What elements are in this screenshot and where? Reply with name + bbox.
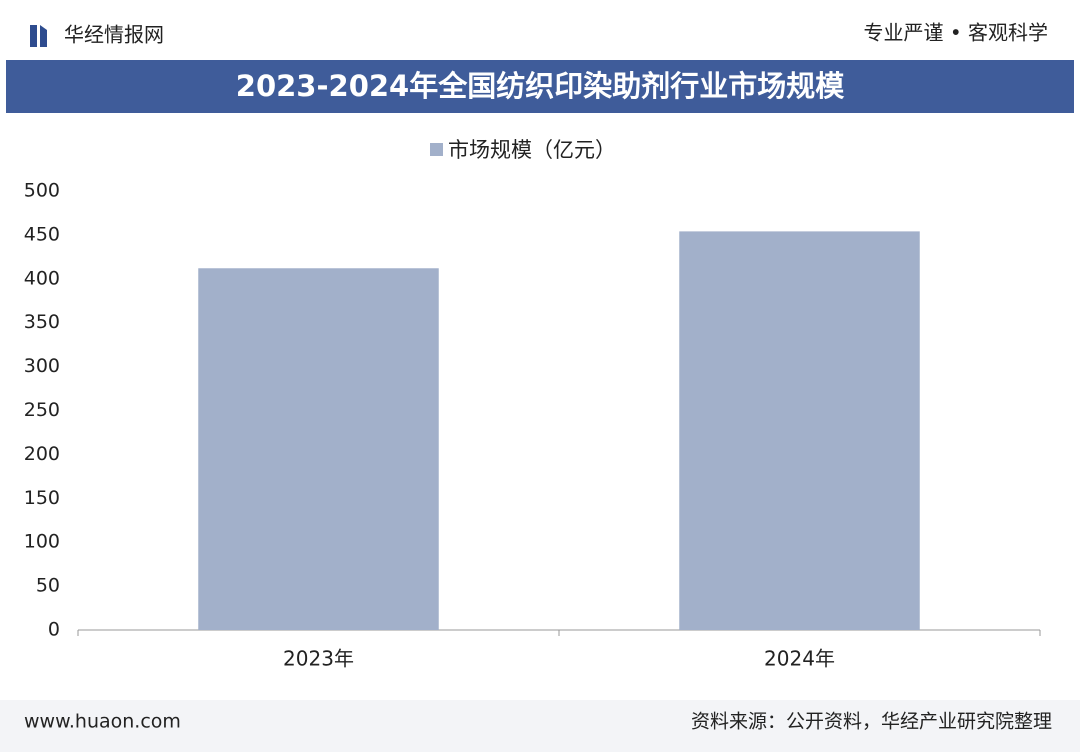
x-tick-label: 2023年 [283, 647, 354, 671]
y-tick-label: 0 [48, 619, 60, 641]
website: www.huaon.com [24, 711, 181, 733]
bar [679, 231, 920, 630]
y-tick-label: 500 [24, 180, 60, 202]
y-tick-label: 450 [24, 223, 60, 245]
chart-title: 2023-2024年全国纺织印染助剂行业市场规模 [236, 69, 845, 103]
footer-bar [0, 700, 1080, 752]
brand: 华经情报网 [64, 23, 164, 47]
logo-icon [30, 25, 47, 47]
title-bar [6, 60, 1074, 113]
x-tick-label: 2024年 [764, 647, 835, 671]
y-tick-label: 250 [24, 399, 60, 421]
y-tick-label: 400 [24, 267, 60, 289]
legend-label: 市场规模（亿元） [448, 138, 616, 162]
y-tick-label: 200 [24, 443, 60, 465]
y-tick-label: 50 [36, 575, 60, 597]
y-tick-label: 300 [24, 355, 60, 377]
y-tick-label: 350 [24, 311, 60, 333]
y-tick-label: 100 [24, 531, 60, 553]
y-tick-label: 150 [24, 487, 60, 509]
source: 资料来源：公开资料，华经产业研究院整理 [691, 711, 1052, 733]
bar [198, 268, 439, 630]
legend-swatch [430, 143, 443, 156]
slogan: 专业严谨 • 客观科学 [863, 21, 1048, 45]
